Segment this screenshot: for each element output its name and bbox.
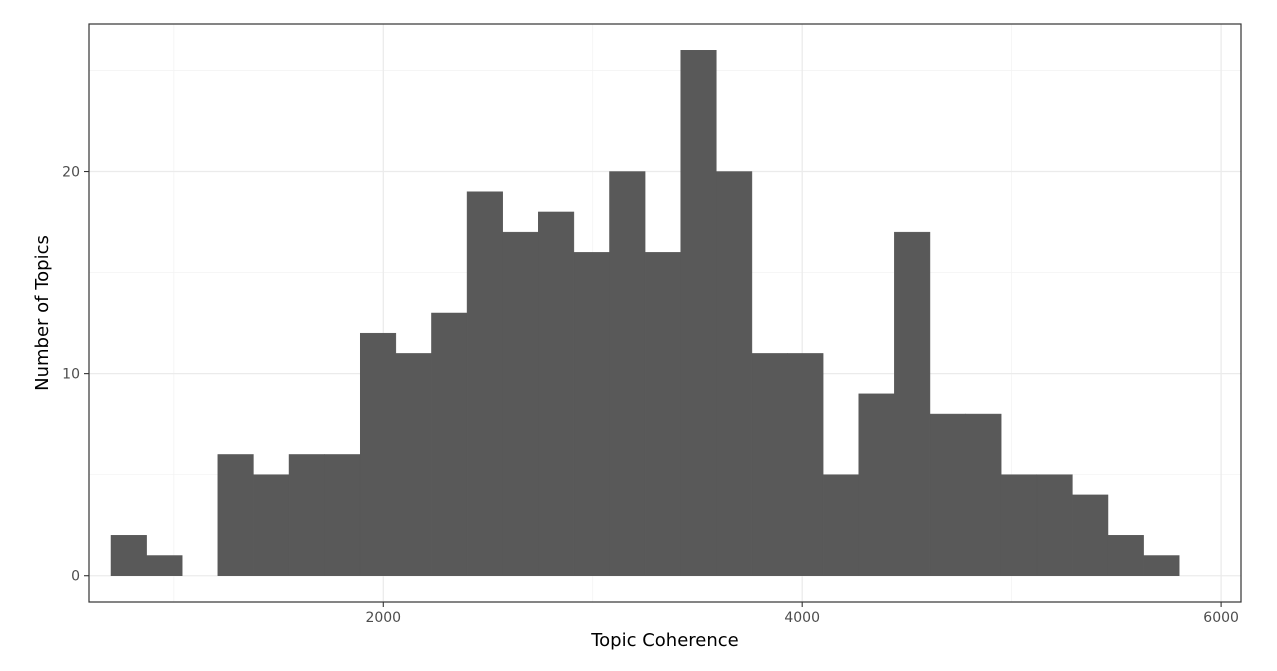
- histogram-bar: [395, 353, 432, 576]
- histogram-bar: [1143, 555, 1180, 576]
- histogram-bar: [680, 50, 717, 576]
- histogram-bar: [929, 413, 966, 576]
- x-axis-title: Topic Coherence: [590, 630, 739, 651]
- histogram-bar: [217, 454, 254, 576]
- y-tick-label: 10: [62, 367, 80, 383]
- histogram-bar: [822, 474, 859, 576]
- histogram-bar: [466, 191, 503, 576]
- histogram-bar: [431, 312, 468, 576]
- x-tick-label: 2000: [365, 610, 401, 626]
- panel-border: [88, 23, 1242, 603]
- histogram-bar: [538, 211, 575, 576]
- y-tick-label: 0: [71, 569, 80, 585]
- histogram-bar: [1036, 474, 1073, 576]
- axes: 2000 4000 6000 0 10 20: [62, 165, 1239, 626]
- histogram-bar: [288, 454, 325, 576]
- histogram-bar: [502, 231, 539, 576]
- histogram-bar: [751, 353, 788, 576]
- histogram-bar: [644, 252, 681, 576]
- histogram-bar: [359, 332, 397, 576]
- histogram-bar: [573, 252, 610, 576]
- histogram-bar: [965, 413, 1002, 576]
- histogram-bar: [110, 535, 147, 576]
- histogram-bar: [253, 474, 290, 576]
- histogram-bar: [787, 353, 824, 576]
- y-axis-title: Number of Topics: [32, 235, 53, 391]
- histogram-bars: [110, 50, 1180, 576]
- histogram-bar: [858, 393, 895, 576]
- histogram-bar: [716, 171, 753, 576]
- histogram-bar: [894, 231, 931, 576]
- y-tick-label: 20: [62, 165, 80, 181]
- x-tick-label: 4000: [784, 610, 820, 626]
- histogram-bar: [1107, 535, 1144, 576]
- histogram-bar: [324, 454, 361, 576]
- histogram-bar: [146, 555, 183, 576]
- histogram-bar: [1000, 474, 1038, 576]
- x-tick-label: 6000: [1203, 610, 1239, 626]
- histogram-bar: [609, 171, 646, 576]
- histogram-bar: [1072, 494, 1109, 576]
